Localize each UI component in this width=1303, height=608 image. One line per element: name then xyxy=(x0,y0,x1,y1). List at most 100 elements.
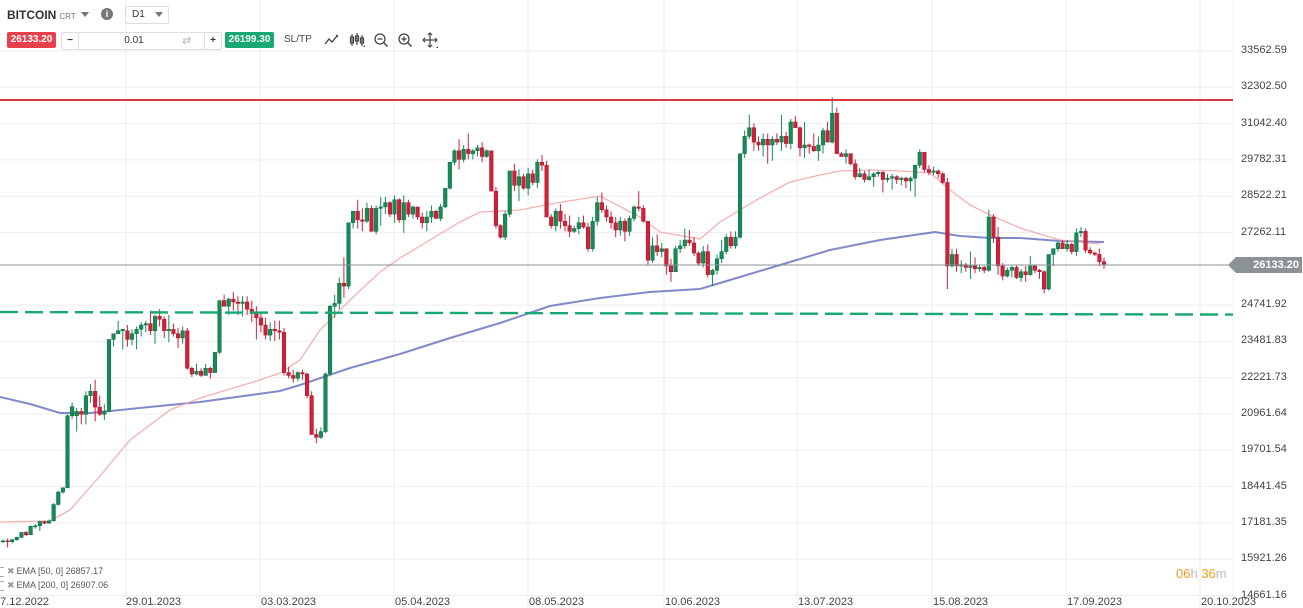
candle xyxy=(673,245,678,272)
decrease-quantity-button[interactable]: − xyxy=(62,33,79,49)
candle xyxy=(106,339,112,412)
quantity-input[interactable]: 0.01 xyxy=(124,35,144,46)
date-tick-label: 20.10.2023 xyxy=(1201,596,1257,608)
candle xyxy=(986,209,991,272)
candle xyxy=(70,402,75,419)
candle xyxy=(406,199,411,218)
candle xyxy=(51,503,56,522)
price-tick-label: 15921.26 xyxy=(1241,552,1287,565)
date-tick-label: 08.05.2023 xyxy=(529,596,585,608)
candle xyxy=(650,237,655,264)
price-tick-label: 31042.40 xyxy=(1241,116,1287,129)
candle xyxy=(797,126,803,157)
candle xyxy=(936,169,941,179)
symbol-chevron-down-icon[interactable] xyxy=(81,12,89,17)
zoom-in-icon[interactable] xyxy=(397,32,413,48)
candle xyxy=(871,172,876,187)
timeframe-chevron-down-icon xyxy=(155,12,163,17)
candle xyxy=(586,222,591,252)
price-tick-label: 24741.92 xyxy=(1241,298,1287,311)
candle xyxy=(590,217,595,252)
price-tick-label: 29782.31 xyxy=(1241,152,1287,165)
buy-button[interactable]: 26199.30 xyxy=(225,32,274,48)
timer-hours: 06 xyxy=(1176,566,1191,581)
timeframe-select[interactable]: D1 xyxy=(125,6,169,24)
candle xyxy=(212,352,217,373)
candle xyxy=(364,202,369,223)
remove-indicator-icon[interactable]: ✖ xyxy=(7,580,15,590)
candle xyxy=(360,208,365,232)
candle xyxy=(710,268,715,287)
candle xyxy=(627,215,632,236)
indicator-ema50[interactable]: ✖ EMA [50, 0] 26857.17 xyxy=(0,566,103,577)
candle xyxy=(341,257,346,298)
candle xyxy=(687,229,692,246)
info-icon[interactable]: i xyxy=(101,8,113,20)
price-tick-label: 17181.35 xyxy=(1241,515,1287,528)
candle xyxy=(991,214,996,243)
price-tick-label: 28522.21 xyxy=(1241,189,1287,202)
candle xyxy=(705,244,710,278)
line-chart-icon[interactable] xyxy=(324,32,340,48)
candle xyxy=(134,326,139,350)
candlestick-icon[interactable] xyxy=(349,32,365,48)
ema200-line xyxy=(0,230,1105,414)
candle xyxy=(807,143,812,154)
price-tick-label: 27262.11 xyxy=(1241,225,1287,238)
candle xyxy=(922,151,927,173)
candle xyxy=(949,248,955,268)
drag-handle-icon[interactable] xyxy=(0,581,4,591)
candle xyxy=(102,404,107,421)
candle xyxy=(493,186,498,229)
candle xyxy=(410,205,416,219)
candle xyxy=(977,264,982,272)
candle xyxy=(830,97,835,144)
candle xyxy=(1097,248,1102,266)
date-tick-label: 27.12.2022 xyxy=(0,596,50,608)
price-tick-label: 18441.45 xyxy=(1241,479,1287,492)
candle xyxy=(738,153,743,239)
candle xyxy=(383,196,388,215)
price-tick-label: 14661.16 xyxy=(1241,588,1287,601)
support-line[interactable] xyxy=(0,310,1234,316)
candle xyxy=(37,520,42,532)
candle xyxy=(74,407,79,432)
candle xyxy=(369,205,374,232)
candle xyxy=(429,205,434,223)
sell-button[interactable]: 26133.20 xyxy=(7,32,56,48)
remove-indicator-icon[interactable]: ✖ xyxy=(7,566,15,576)
zoom-out-icon[interactable] xyxy=(373,32,389,48)
candle xyxy=(166,314,171,343)
drag-handle-icon[interactable] xyxy=(0,567,4,577)
crosshair-move-icon[interactable] xyxy=(422,32,438,48)
candle xyxy=(1009,265,1014,278)
symbol-selector[interactable]: BITCOIN CRT xyxy=(7,8,76,22)
candle xyxy=(636,191,641,212)
swap-icon[interactable]: ⇄ xyxy=(182,35,192,47)
candle xyxy=(120,329,125,350)
candle xyxy=(659,242,664,258)
candle xyxy=(125,325,130,347)
candle xyxy=(774,133,779,145)
chart-header: BITCOIN CRT i D1 xyxy=(0,0,1303,30)
indicator-label: EMA [200, 0] 26907.06 xyxy=(16,580,109,590)
increase-quantity-button[interactable]: + xyxy=(204,33,221,49)
candle xyxy=(281,327,287,376)
candle xyxy=(1060,240,1065,249)
date-tick-label: 03.03.2023 xyxy=(261,596,317,608)
candle xyxy=(171,323,176,337)
sltp-button[interactable]: SL/TP xyxy=(284,34,312,45)
candle xyxy=(148,310,153,336)
candle xyxy=(23,531,29,537)
timeframe-value: D1 xyxy=(132,9,145,20)
candle xyxy=(295,371,300,382)
candle xyxy=(719,240,724,264)
candle xyxy=(954,248,959,272)
candle xyxy=(664,248,669,275)
candle xyxy=(1005,267,1010,278)
indicator-ema200[interactable]: ✖ EMA [200, 0] 26907.06 xyxy=(0,580,108,591)
candle xyxy=(424,211,429,232)
candle xyxy=(982,265,987,274)
candle xyxy=(599,192,604,213)
